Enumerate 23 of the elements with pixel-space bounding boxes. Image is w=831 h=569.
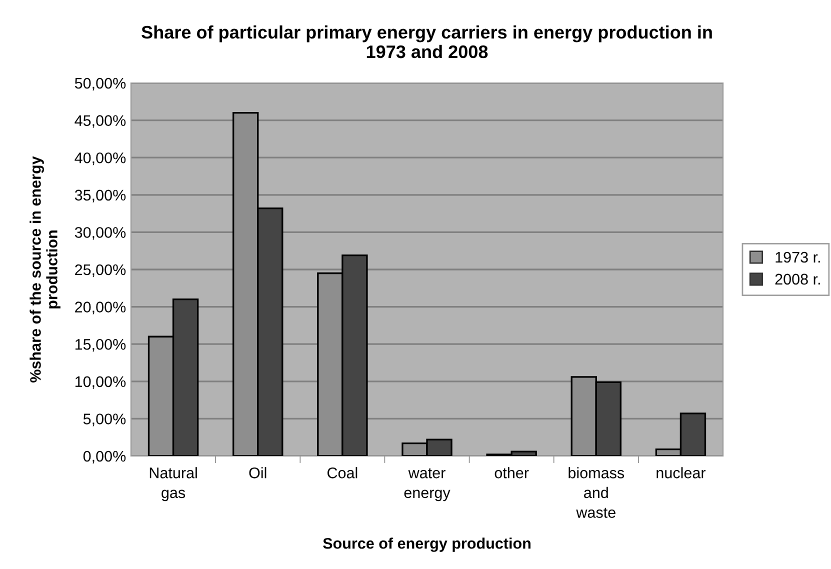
y-axis-title: %share of the source in energy production — [30, 156, 60, 382]
x-tick-label: Oil — [249, 467, 266, 478]
y-tick-label: 0,00% — [83, 450, 126, 464]
x-tick-label: Natural gas — [150, 467, 197, 502]
x-tick-label: nuclear — [656, 467, 706, 478]
x-tick-label: water energy — [404, 468, 450, 502]
x-tick-label: other — [494, 467, 529, 478]
y-tick-label: 50,00% — [74, 78, 126, 90]
y-tick-label: 35,00% — [74, 190, 126, 202]
y-tick-label: 45,00% — [74, 115, 126, 128]
y-tick-label: 30,00% — [74, 227, 126, 240]
y-tick-label: 5,00% — [83, 414, 126, 426]
legend-label: 1973 r. — [776, 252, 820, 263]
y-tick-label: 10,00% — [75, 376, 126, 389]
x-tick-label: biomass and waste — [568, 467, 624, 518]
y-tick-label: 25,00% — [75, 264, 126, 277]
x-tick-label: Coal — [327, 467, 358, 478]
y-tick-label: 40,00% — [74, 152, 126, 166]
chart-title: Share of particular primary energy carriers in energy production in 1973 and 2008 — [142, 25, 712, 58]
x-axis-title: Source of energy production — [323, 538, 530, 552]
y-tick-label: 15,00% — [75, 338, 126, 352]
legend-label: 2008 r. — [775, 274, 820, 285]
y-tick-label: 20,00% — [75, 302, 126, 314]
